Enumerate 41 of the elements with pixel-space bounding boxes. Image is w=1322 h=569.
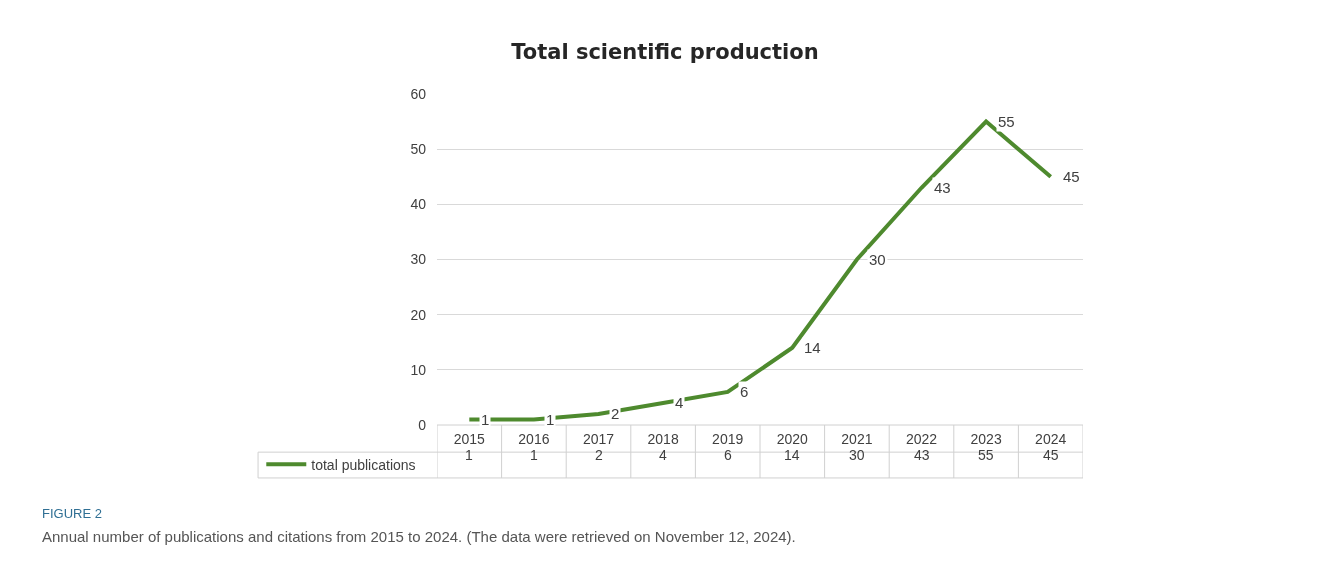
y-tick-label: 10 <box>410 361 427 378</box>
data-label: 14 <box>784 447 800 463</box>
x-tick-label: 2023 <box>970 431 1002 447</box>
y-tick-label: 60 <box>410 85 427 102</box>
data-label: 1 <box>465 447 473 463</box>
x-tick-label: 2021 <box>841 431 873 447</box>
x-tick-label: 2015 <box>453 431 486 447</box>
x-tick-label: 2022 <box>905 431 938 447</box>
chart-title: Total scientific production <box>511 40 819 65</box>
data-label: 30 <box>849 447 865 463</box>
annotation: 6 <box>740 383 749 400</box>
y-tick-label: 20 <box>410 306 427 323</box>
y-tick-label: 30 <box>410 251 427 268</box>
annotation: 1 <box>481 411 490 428</box>
x-tick-label: 2024 <box>1035 431 1067 447</box>
y-tick-label: 40 <box>410 196 427 213</box>
x-tick-label: 2020 <box>776 431 809 447</box>
y-tick-label: 50 <box>410 141 427 158</box>
data-label: 45 <box>1043 447 1059 463</box>
text: Annual number of publications and citations from 2015 to 2024. (The data were retrieved on November 12, 2024). <box>42 528 796 545</box>
data-label: 55 <box>978 447 994 463</box>
x-tick-label: 2016 <box>518 431 550 447</box>
data-label: 6 <box>724 447 732 463</box>
data-label: 4 <box>659 447 667 463</box>
annotation: 43 <box>934 179 951 196</box>
annotation: 4 <box>675 394 684 411</box>
annotation: 45 <box>1063 168 1080 185</box>
annotation: 30 <box>869 251 886 268</box>
data-label: 43 <box>914 447 930 463</box>
data-label: 1 <box>530 447 538 463</box>
caption: FIGURE 2 <box>42 506 102 521</box>
annotation: 2 <box>611 405 620 422</box>
x-tick-label: 2017 <box>582 431 615 447</box>
legend-label: total publications <box>311 456 416 473</box>
annotation: 14 <box>804 339 821 356</box>
x-tick-label: 2018 <box>647 431 679 447</box>
y-tick-label: 0 <box>418 416 427 433</box>
annotation: 1 <box>546 411 555 428</box>
x-tick-label: 2019 <box>712 431 744 447</box>
annotation: 55 <box>998 113 1015 130</box>
data-label: 2 <box>595 447 603 463</box>
